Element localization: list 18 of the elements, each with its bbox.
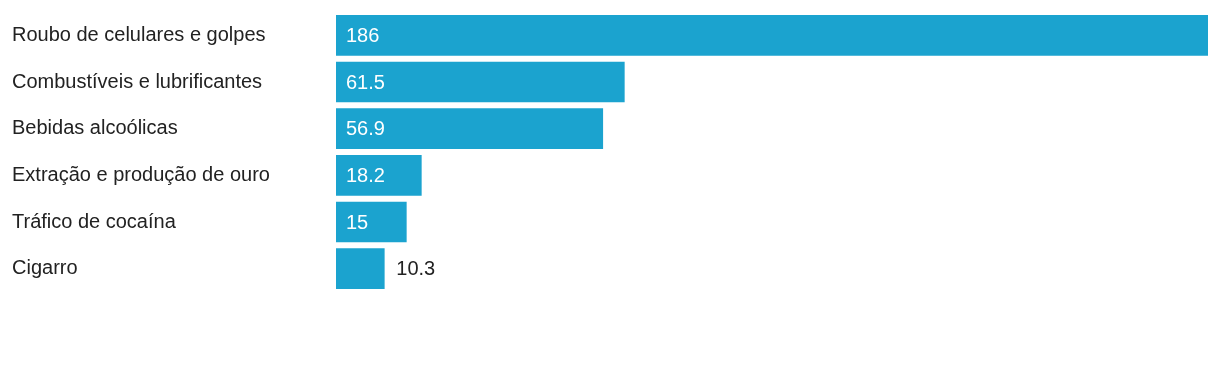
data-label: 18.2	[346, 163, 385, 186]
data-label: 15	[346, 210, 369, 233]
y-tick-label: Tráfico de cocaína	[12, 209, 177, 232]
y-tick-label: Bebidas alcoólicas	[12, 116, 178, 139]
bar	[336, 155, 422, 196]
y-tick-label: Extração e produção de ouro	[12, 162, 270, 185]
bar	[336, 15, 1208, 56]
data-label: 56.9	[346, 117, 385, 140]
data-label: 10.3	[396, 257, 436, 280]
y-tick-label: Combustíveis e lubrificantes	[12, 69, 263, 92]
data-label: 61.5	[346, 70, 385, 93]
bar	[336, 248, 385, 289]
bar	[336, 108, 604, 149]
bar	[336, 201, 407, 243]
data-label: 186	[346, 23, 380, 46]
y-tick-label: Cigarro	[12, 256, 78, 279]
y-tick-label: Roubo de celulares e golpes	[12, 22, 266, 45]
bar	[336, 61, 625, 103]
